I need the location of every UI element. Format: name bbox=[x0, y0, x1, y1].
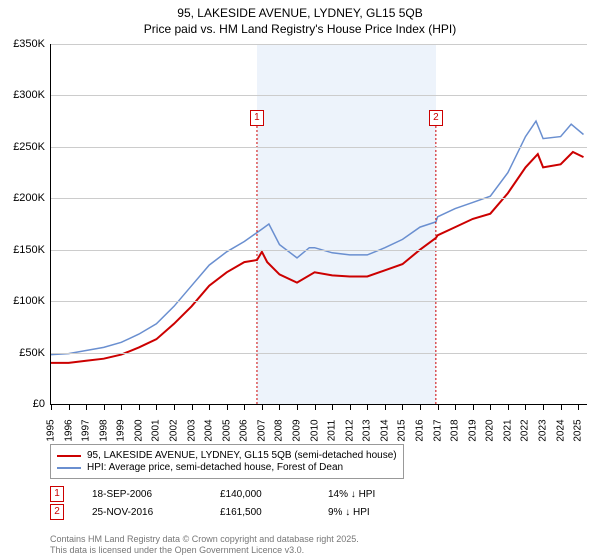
x-axis-label: 2007 bbox=[256, 416, 267, 446]
x-axis-label: 2006 bbox=[239, 416, 250, 446]
title-line-2: Price paid vs. HM Land Registry's House … bbox=[0, 22, 600, 38]
x-axis-label: 1999 bbox=[116, 416, 127, 446]
sale-delta: 9% ↓ HPI bbox=[328, 507, 370, 518]
sale-row-marker: 2 bbox=[50, 504, 64, 520]
footer-line-1: Contains HM Land Registry data © Crown c… bbox=[50, 534, 359, 545]
x-axis-label: 2009 bbox=[292, 416, 303, 446]
sale-row-marker: 1 bbox=[50, 486, 64, 502]
x-axis-label: 2011 bbox=[327, 416, 338, 446]
x-axis-label: 2022 bbox=[520, 416, 531, 446]
x-axis-label: 2019 bbox=[467, 416, 478, 446]
x-axis-label: 1997 bbox=[81, 416, 92, 446]
x-axis-label: 1995 bbox=[46, 416, 57, 446]
x-axis-label: 2001 bbox=[151, 416, 162, 446]
x-axis-label: 2020 bbox=[485, 416, 496, 446]
x-axis-label: 2016 bbox=[415, 416, 426, 446]
x-axis-label: 2012 bbox=[344, 416, 355, 446]
y-axis-label: £350K bbox=[5, 38, 45, 50]
legend-swatch bbox=[57, 455, 81, 457]
x-axis-label: 2004 bbox=[204, 416, 215, 446]
x-axis-label: 2000 bbox=[133, 416, 144, 446]
x-axis-label: 2010 bbox=[309, 416, 320, 446]
x-axis-label: 2018 bbox=[450, 416, 461, 446]
chart-lines bbox=[51, 44, 587, 404]
title-line-1: 95, LAKESIDE AVENUE, LYDNEY, GL15 5QB bbox=[0, 6, 600, 22]
legend-swatch bbox=[57, 467, 81, 469]
x-axis-label: 2005 bbox=[221, 416, 232, 446]
sale-date: 18-SEP-2006 bbox=[92, 489, 192, 500]
sale-delta: 14% ↓ HPI bbox=[328, 489, 375, 500]
y-axis-label: £50K bbox=[5, 347, 45, 359]
sale-date: 25-NOV-2016 bbox=[92, 507, 192, 518]
sale-marker-1: 1 bbox=[250, 110, 264, 126]
legend-item: 95, LAKESIDE AVENUE, LYDNEY, GL15 5QB (s… bbox=[57, 450, 397, 461]
chart-title: 95, LAKESIDE AVENUE, LYDNEY, GL15 5QB Pr… bbox=[0, 0, 600, 37]
legend: 95, LAKESIDE AVENUE, LYDNEY, GL15 5QB (s… bbox=[50, 444, 404, 479]
sale-price: £140,000 bbox=[220, 489, 300, 500]
x-axis-label: 2014 bbox=[379, 416, 390, 446]
x-axis-label: 2015 bbox=[397, 416, 408, 446]
chart-plot-area: £0£50K£100K£150K£200K£250K£300K£350K1995… bbox=[50, 44, 587, 405]
sale-price: £161,500 bbox=[220, 507, 300, 518]
x-axis-label: 2021 bbox=[502, 416, 513, 446]
x-axis-label: 2017 bbox=[432, 416, 443, 446]
legend-item: HPI: Average price, semi-detached house,… bbox=[57, 462, 397, 473]
footer-attribution: Contains HM Land Registry data © Crown c… bbox=[50, 534, 359, 556]
x-axis-label: 2023 bbox=[538, 416, 549, 446]
sale-marker-2: 2 bbox=[429, 110, 443, 126]
y-axis-label: £150K bbox=[5, 244, 45, 256]
x-axis-label: 1996 bbox=[63, 416, 74, 446]
y-axis-label: £300K bbox=[5, 89, 45, 101]
x-axis-label: 2013 bbox=[362, 416, 373, 446]
x-axis-label: 2008 bbox=[274, 416, 285, 446]
x-axis-label: 1998 bbox=[98, 416, 109, 446]
sale-row-2: 2 25-NOV-2016 £161,500 9% ↓ HPI bbox=[50, 504, 370, 520]
footer-line-2: This data is licensed under the Open Gov… bbox=[50, 545, 359, 556]
y-axis-label: £200K bbox=[5, 192, 45, 204]
legend-label: 95, LAKESIDE AVENUE, LYDNEY, GL15 5QB (s… bbox=[87, 450, 397, 461]
x-axis-label: 2002 bbox=[169, 416, 180, 446]
x-axis-label: 2003 bbox=[186, 416, 197, 446]
y-axis-label: £250K bbox=[5, 141, 45, 153]
sale-row-1: 1 18-SEP-2006 £140,000 14% ↓ HPI bbox=[50, 486, 375, 502]
y-axis-label: £100K bbox=[5, 295, 45, 307]
x-axis-label: 2025 bbox=[573, 416, 584, 446]
legend-label: HPI: Average price, semi-detached house,… bbox=[87, 462, 343, 473]
y-axis-label: £0 bbox=[5, 398, 45, 410]
x-axis-label: 2024 bbox=[555, 416, 566, 446]
